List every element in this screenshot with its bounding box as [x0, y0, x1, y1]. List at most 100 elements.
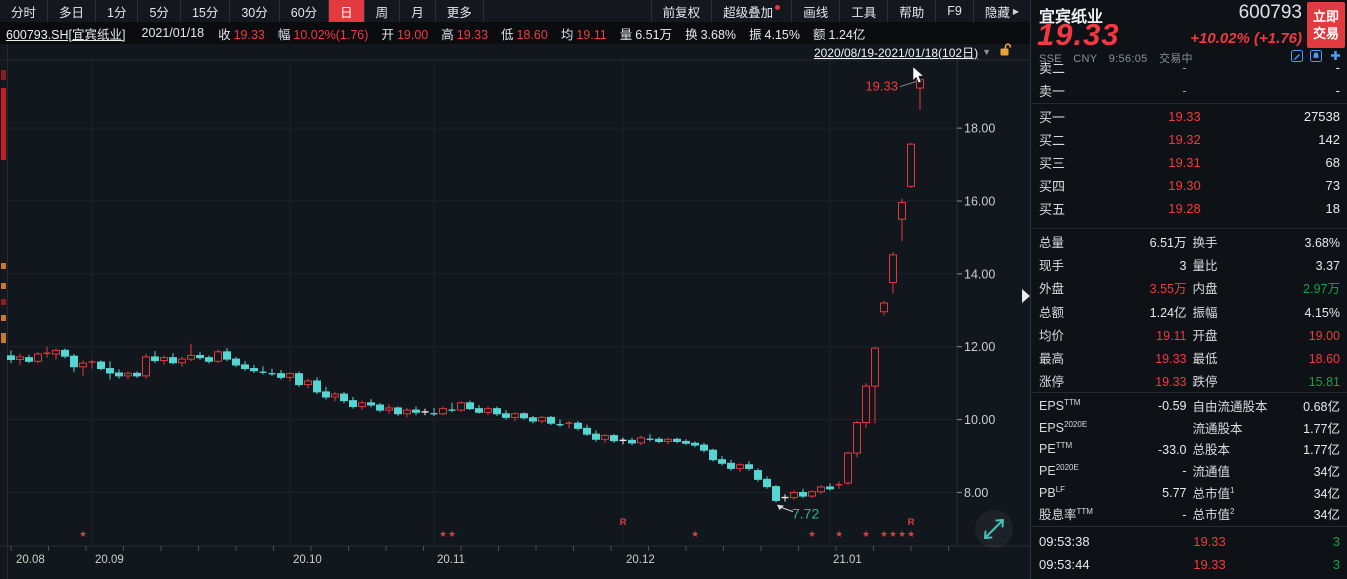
strip-mark: [1, 88, 6, 160]
menu-item-分时[interactable]: 分时: [0, 0, 49, 22]
menu-item-画线[interactable]: 画线: [791, 0, 839, 22]
star-marker: ★: [862, 529, 870, 539]
stats-cell: 换手 3.68%: [1193, 232, 1341, 251]
fundamentals-value: 34亿: [1313, 486, 1340, 501]
candle-body: [16, 356, 24, 360]
order-book-volume: -: [1335, 83, 1340, 98]
fundamentals-value: -: [1182, 464, 1187, 479]
trade-now-button[interactable]: 立即 交易: [1307, 2, 1345, 48]
expand-icon[interactable]: [975, 510, 1013, 548]
fundamentals-value: 34亿: [1313, 508, 1340, 523]
exchange-label: SSE: [1039, 53, 1062, 65]
candle-body: [466, 402, 474, 410]
fundamentals-cell: 股息率TTM -: [1039, 504, 1187, 523]
fundamentals-cell: PBLF 5.77: [1039, 485, 1187, 500]
candle-body: [592, 433, 600, 440]
order-book-row[interactable]: 卖一 - -: [1031, 79, 1347, 102]
menu-item-30分[interactable]: 30分: [230, 0, 280, 22]
menu-item-工具[interactable]: 工具: [839, 0, 887, 22]
candle-body: [70, 355, 78, 368]
order-book-row[interactable]: 买三 19.31 68: [1031, 151, 1347, 174]
menu-item-更多[interactable]: 更多: [436, 0, 484, 22]
menu-item-15分[interactable]: 15分: [181, 0, 231, 22]
market-status: 交易中: [1158, 53, 1193, 65]
menu-item-60分[interactable]: 60分: [280, 0, 330, 22]
stats-value: 19.33: [1155, 352, 1187, 367]
order-book-row[interactable]: 买五 19.28 18: [1031, 197, 1347, 220]
symbol-label[interactable]: 600793.SH[宜宾纸业]: [6, 27, 126, 42]
info-field-label: 量: [619, 27, 633, 42]
tick-price: 19.33: [1193, 534, 1226, 549]
star-marker: ★: [835, 529, 843, 539]
menu-item-月[interactable]: 月: [400, 0, 436, 22]
candle-body: [286, 373, 294, 378]
info-fields: 收 19.33 幅 10.02%(1.76) 开 19.00 高 19.33 低 18.60 均 19…: [218, 24, 878, 43]
menu-item-周[interactable]: 周: [365, 0, 401, 22]
stock-name: 宜宾纸业: [1039, 9, 1104, 26]
panel-collapse-handle[interactable]: [1022, 289, 1030, 303]
last-price: 19.33: [1037, 17, 1120, 52]
plus-icon[interactable]: [1328, 49, 1342, 62]
order-book-row[interactable]: 卖二 - -: [1031, 62, 1347, 79]
stats-row: 均价 19.11 开盘 19.00: [1031, 323, 1347, 346]
candle-body: [736, 464, 744, 469]
order-book-row[interactable]: 买二 19.32 142: [1031, 128, 1347, 151]
menu-item-F9[interactable]: F9: [935, 0, 973, 22]
date-range-label[interactable]: 2020/08/19-2021/01/18(102日): [813, 45, 979, 60]
fundamentals-label: PBLF: [1039, 484, 1066, 500]
candle-body: [871, 347, 879, 387]
tick-row: 09:53:44 19.33 3: [1031, 553, 1347, 576]
stats-value: 18.60: [1308, 352, 1340, 367]
candle-body: [277, 373, 285, 378]
fundamentals-value: -0.59: [1158, 399, 1187, 414]
candle-body: [205, 357, 213, 362]
star-marker: ★: [889, 529, 897, 539]
r-marker: R: [908, 517, 915, 528]
unlock-icon[interactable]: [999, 43, 1012, 61]
candle-body: [889, 254, 897, 284]
menu-item-超级叠加[interactable]: 超级叠加: [711, 0, 791, 22]
candle-body: [349, 400, 357, 407]
fundamentals-row: PE2020E - 流通值 34亿: [1031, 460, 1347, 482]
candle-body: [160, 357, 168, 362]
stats-value: 3.68%: [1304, 236, 1340, 251]
info-field-label: 换: [685, 27, 698, 42]
stats-label: 最低: [1192, 352, 1218, 367]
panel-header-icons: [1290, 49, 1342, 62]
candle-body: [385, 407, 393, 411]
menu-item-日[interactable]: 日: [329, 0, 365, 22]
star-marker: ★: [880, 529, 888, 539]
candle-body: [826, 486, 834, 490]
info-field-label: 幅: [277, 27, 291, 42]
menu-item-前复权[interactable]: 前复权: [650, 0, 712, 22]
stats-value: 4.15%: [1304, 305, 1340, 320]
menu-item-1分[interactable]: 1分: [96, 0, 139, 22]
bell-icon[interactable]: [1309, 49, 1323, 62]
star-marker: ★: [808, 529, 816, 539]
edit-icon[interactable]: [1290, 49, 1304, 62]
menu-item-帮助[interactable]: 帮助: [887, 0, 935, 22]
currency-label: CNY: [1073, 53, 1098, 65]
info-field-value: 1.24亿: [828, 27, 866, 42]
stats-value: 3.55万: [1149, 282, 1187, 297]
fundamentals-row: PBLF 5.77 总市值1 34亿: [1031, 481, 1347, 503]
info-field-value: 19.00: [396, 27, 429, 42]
candlestick-chart-region[interactable]: 2020/08/19-2021/01/18(102日) ▼ 18.00 16.00…: [0, 43, 1030, 579]
order-book-divider: [1031, 103, 1347, 104]
fundamentals-row: EPSTTM -0.59 自由流通股本 0.68亿: [1031, 395, 1347, 417]
menu-item-多日[interactable]: 多日: [48, 0, 97, 22]
fundamentals-cell: 自由流通股本 0.68亿: [1193, 396, 1341, 415]
strip-mark: [1, 299, 6, 305]
order-book-row[interactable]: 买四 19.30 73: [1031, 174, 1347, 197]
menu-item-隐藏[interactable]: 隐藏 ▶: [972, 0, 1030, 22]
stats-label: 总量: [1039, 236, 1065, 251]
chevron-down-icon[interactable]: ▼: [982, 47, 991, 57]
tick-volume: 3: [1332, 557, 1340, 572]
order-book-row[interactable]: 买一 19.33 27538: [1031, 105, 1347, 128]
order-book-volume: 27538: [1303, 109, 1340, 124]
stats-section: 总量 6.51万 换手 3.68% 现手 3 量比 3.37 外盘 3.55万 内盘 2.97万 总额 1…: [1031, 228, 1347, 393]
price-change: +10.02% (+1.76): [1190, 30, 1302, 47]
star-marker: ★: [907, 529, 915, 539]
menu-item-5分[interactable]: 5分: [138, 0, 181, 22]
